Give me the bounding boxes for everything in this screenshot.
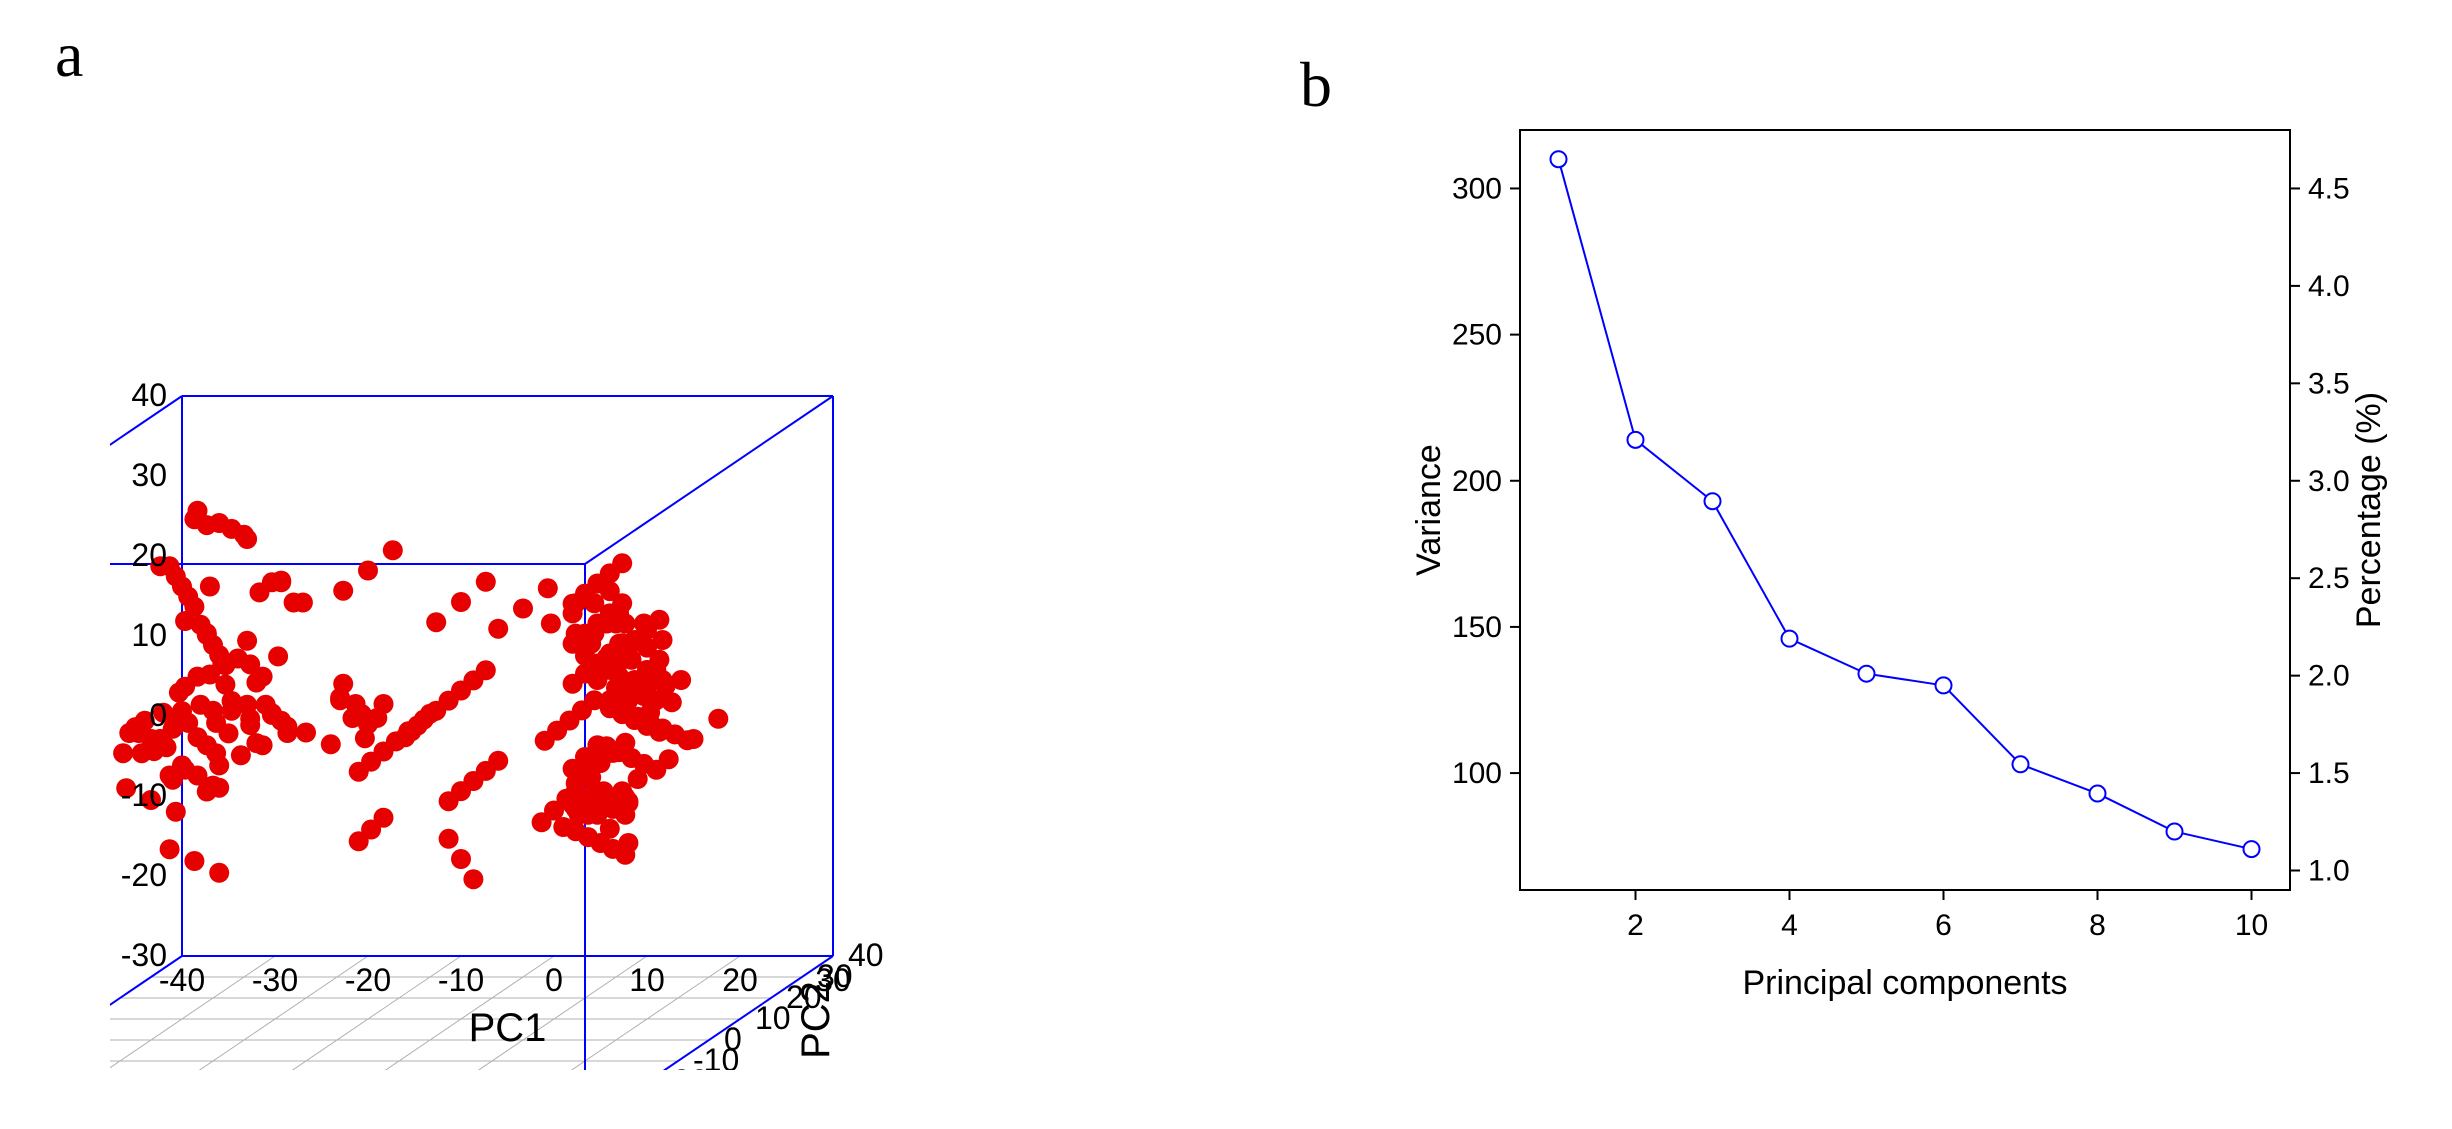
panel-b-scree-plot: 2 4 6 8 10 Principal components 100 150 200 250 30… xyxy=(1400,110,2400,1060)
svg-text:1.0: 1.0 xyxy=(2308,855,2350,888)
svg-text:3.0: 3.0 xyxy=(2308,465,2350,498)
svg-text:10: 10 xyxy=(131,617,167,653)
svg-text:20: 20 xyxy=(131,537,167,573)
svg-text:2.5: 2.5 xyxy=(2308,562,2350,595)
svg-text:-30: -30 xyxy=(121,937,167,973)
svg-text:4.5: 4.5 xyxy=(2308,172,2350,205)
svg-text:4: 4 xyxy=(1781,909,1798,942)
x-axis-label: Principal components xyxy=(1742,964,2067,1002)
svg-text:-30: -30 xyxy=(252,962,298,998)
svg-text:40: 40 xyxy=(848,937,884,973)
svg-text:-10: -10 xyxy=(438,962,484,998)
panel-b-letter: b xyxy=(1300,48,1332,122)
svg-text:-20: -20 xyxy=(345,962,391,998)
plot-frame xyxy=(1520,130,2290,890)
svg-text:2: 2 xyxy=(1627,909,1644,942)
x-axis-label: PC1 xyxy=(469,1006,547,1050)
panel-a-3d-scatter: -40-30-20-100102030PC1-40-30-20-10010203… xyxy=(110,70,1110,1070)
svg-text:6: 6 xyxy=(1935,909,1952,942)
svg-text:20: 20 xyxy=(722,962,758,998)
svg-text:250: 250 xyxy=(1452,319,1502,352)
svg-text:1.5: 1.5 xyxy=(2308,757,2350,790)
svg-text:-20: -20 xyxy=(121,857,167,893)
scatter-points xyxy=(113,501,728,889)
svg-text:8: 8 xyxy=(2089,909,2106,942)
svg-text:2.0: 2.0 xyxy=(2308,660,2350,693)
svg-text:10: 10 xyxy=(2235,909,2268,942)
svg-text:40: 40 xyxy=(131,377,167,413)
yright-axis-label: Percentage (%) xyxy=(2350,392,2388,628)
svg-text:-10: -10 xyxy=(121,777,167,813)
y-axis-label: PC2 xyxy=(794,981,838,1059)
svg-text:300: 300 xyxy=(1452,172,1502,205)
svg-text:200: 200 xyxy=(1452,465,1502,498)
panel-a-letter: a xyxy=(55,18,83,92)
svg-text:0: 0 xyxy=(545,962,563,998)
svg-text:30: 30 xyxy=(131,457,167,493)
svg-text:4.0: 4.0 xyxy=(2308,270,2350,303)
svg-text:10: 10 xyxy=(629,962,665,998)
svg-text:150: 150 xyxy=(1452,611,1502,644)
svg-text:3.5: 3.5 xyxy=(2308,367,2350,400)
yleft-axis-label: Variance xyxy=(1410,444,1448,576)
svg-text:100: 100 xyxy=(1452,757,1502,790)
svg-text:0: 0 xyxy=(149,697,167,733)
svg-text:0: 0 xyxy=(724,1021,742,1057)
